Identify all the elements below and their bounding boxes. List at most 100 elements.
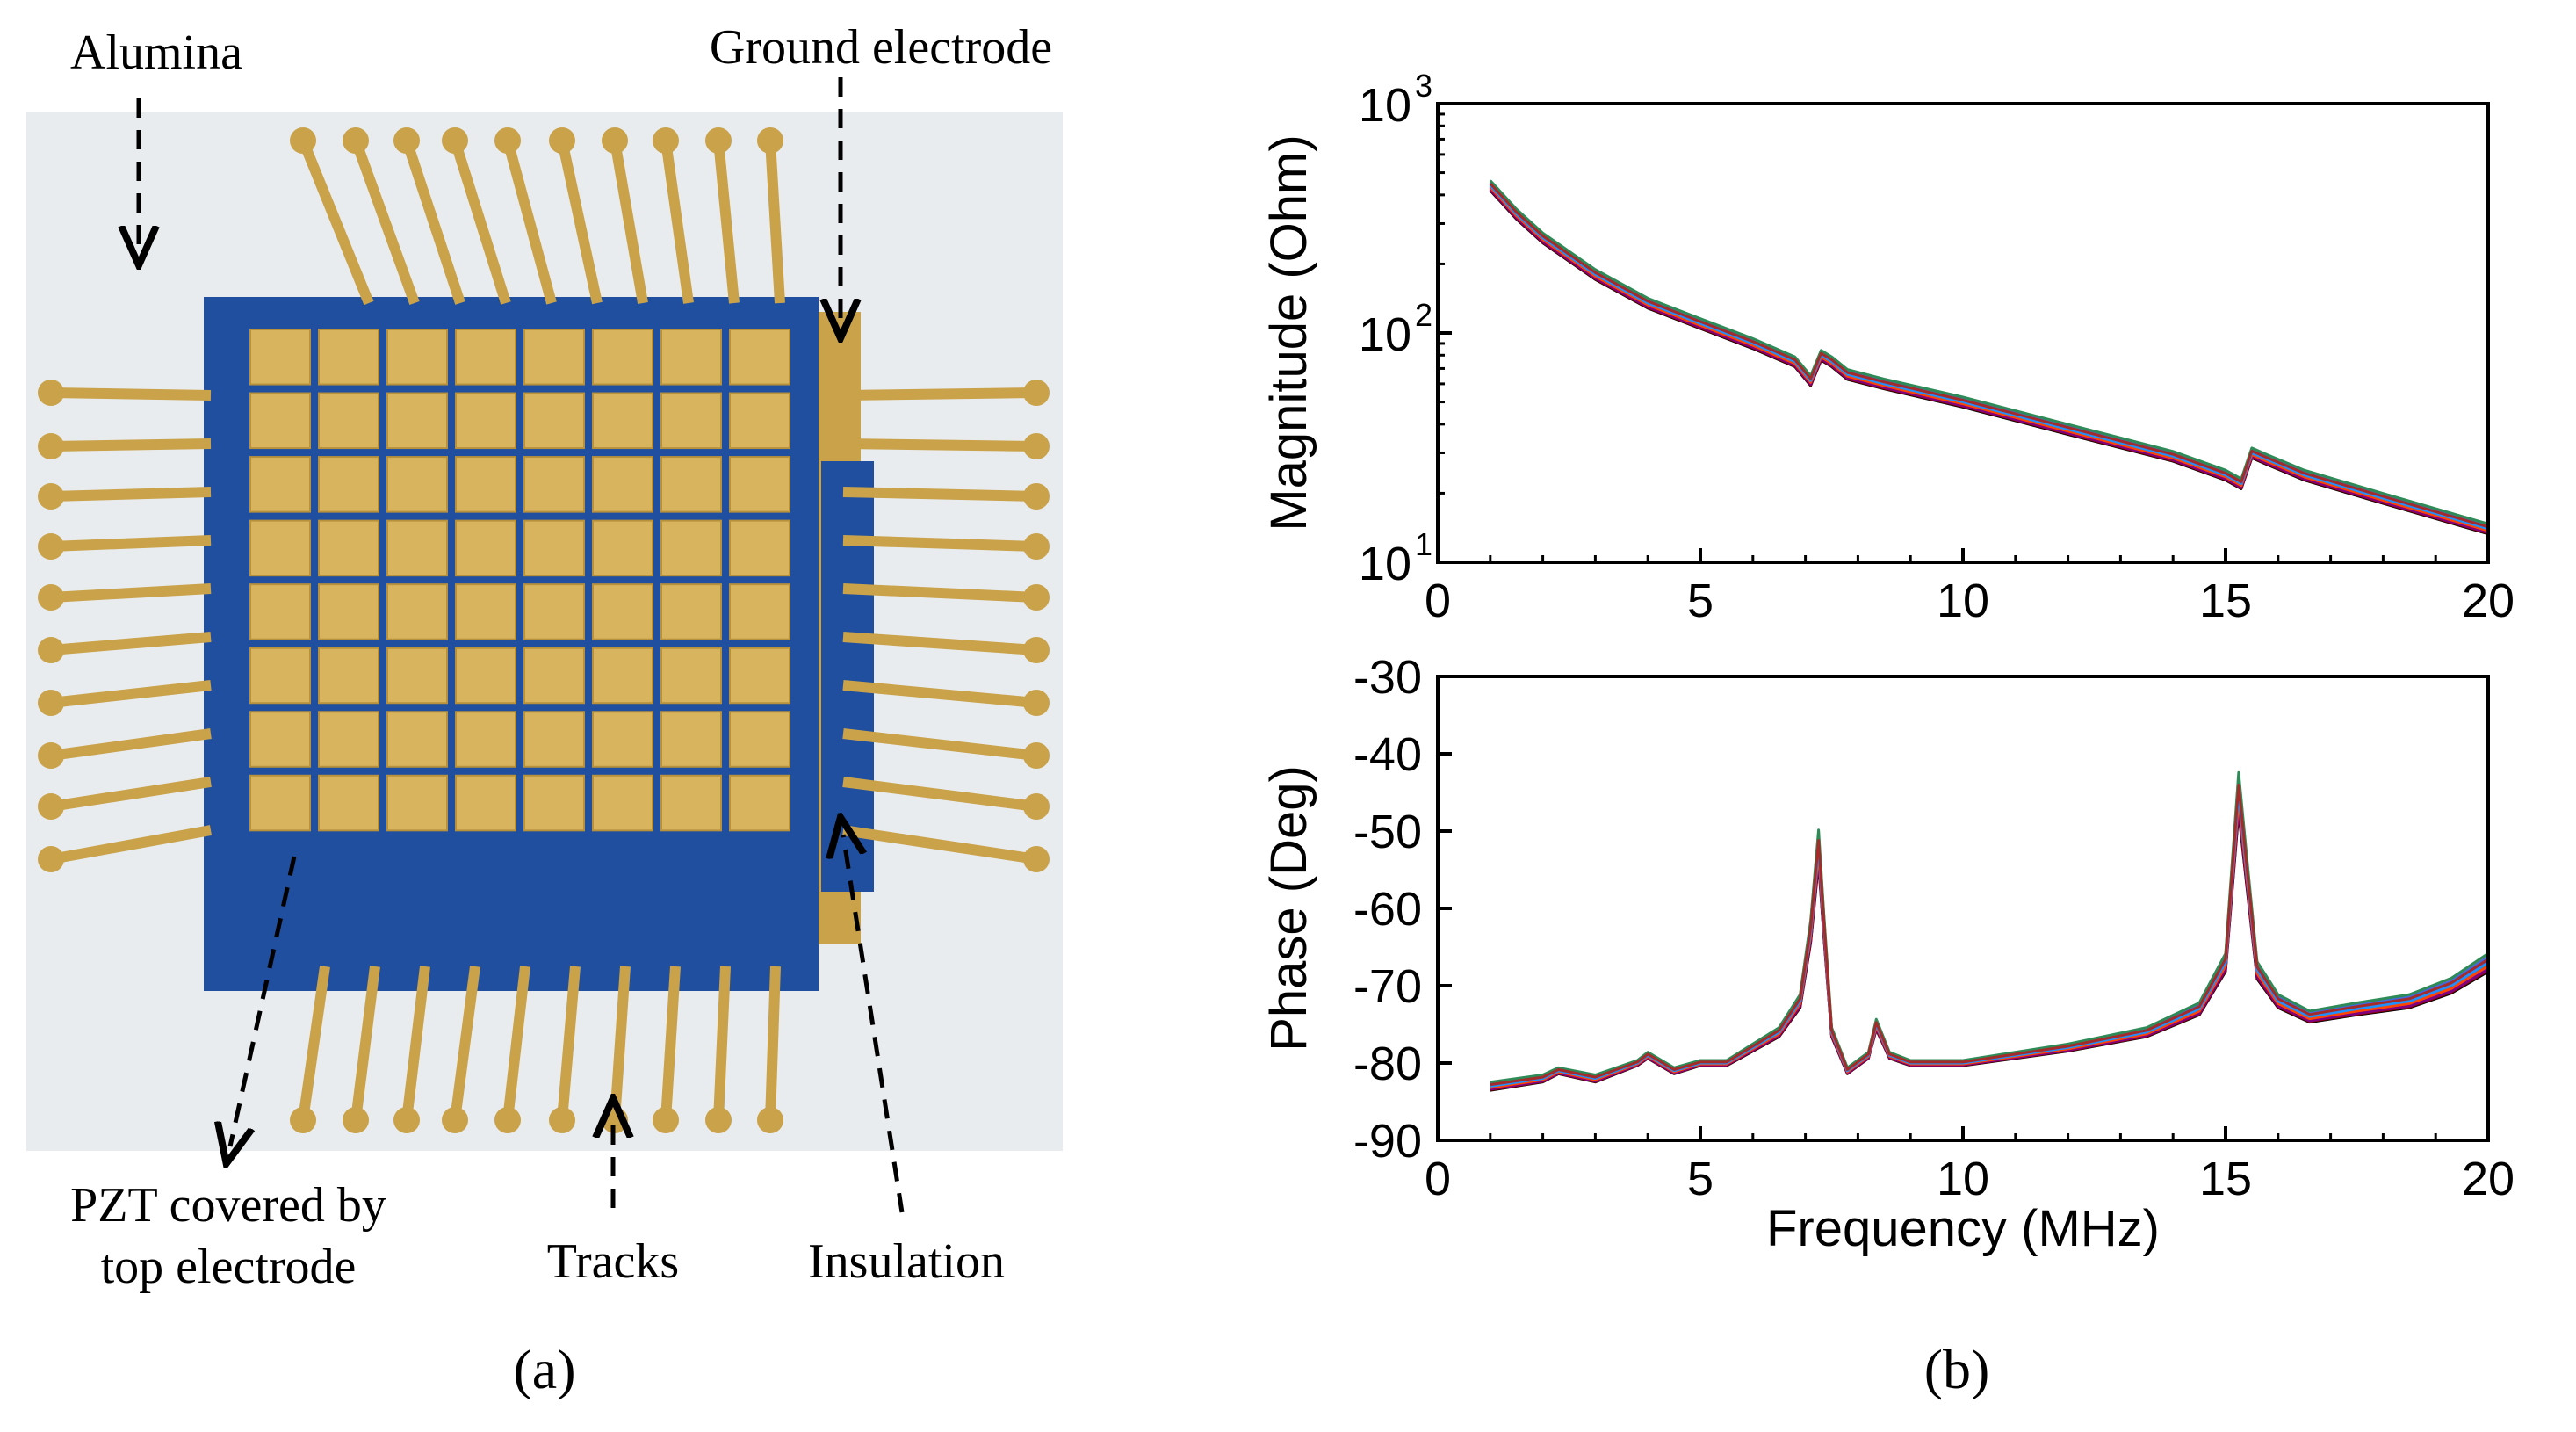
- track-top: [557, 139, 603, 305]
- y-tick-exponent: 1: [1415, 526, 1432, 562]
- series-line: [1489, 182, 2489, 529]
- x-tick-label: 5: [1687, 1153, 1714, 1205]
- bond-pad-left: [38, 380, 64, 406]
- pzt-element: [729, 583, 790, 640]
- bond-pad-left: [38, 483, 64, 510]
- y-axis-label: Magnitude (Ohm): [1260, 134, 1317, 531]
- series-line: [1489, 184, 2489, 531]
- track-right: [842, 583, 1037, 603]
- pzt-element: [729, 456, 790, 513]
- arrow-pzt: [230, 856, 297, 1146]
- bond-pad-bottom: [757, 1107, 783, 1133]
- track-bottom: [765, 966, 781, 1121]
- track-bottom: [401, 966, 430, 1121]
- caption-b: (b): [1924, 1338, 1990, 1400]
- pzt-element: [729, 711, 790, 768]
- bond-pad-right: [1023, 584, 1050, 611]
- x-tick-label: 20: [2462, 1153, 2515, 1205]
- series-line: [1490, 784, 2489, 1087]
- track-bottom: [660, 966, 681, 1121]
- pzt-element: [660, 329, 722, 386]
- series-line: [1489, 179, 2489, 525]
- bond-pad-top: [290, 127, 316, 154]
- x-tick-label: 10: [1937, 575, 1989, 627]
- label-tracks: Tracks: [547, 1234, 679, 1289]
- track-bottom: [298, 966, 330, 1121]
- y-tick-label: -60: [1353, 883, 1422, 936]
- pzt-element: [592, 519, 653, 577]
- pzt-element: [318, 456, 379, 513]
- track-right: [842, 535, 1037, 552]
- track-left: [50, 535, 212, 552]
- pzt-element: [523, 456, 585, 513]
- bond-pad-bottom: [549, 1107, 575, 1133]
- pzt-element: [660, 583, 722, 640]
- pzt-element: [523, 647, 585, 705]
- pzt-element: [386, 647, 448, 705]
- pzt-element: [386, 519, 448, 577]
- pzt-element: [455, 519, 516, 577]
- pzt-element: [318, 711, 379, 768]
- bond-pad-bottom: [494, 1107, 521, 1133]
- pzt-element: [592, 583, 653, 640]
- pzt-element: [386, 583, 448, 640]
- bond-pad-left: [38, 584, 64, 611]
- track-bottom: [350, 966, 380, 1121]
- pzt-element: [455, 774, 516, 832]
- x-tick-label: 15: [2199, 1153, 2252, 1205]
- pzt-element: [729, 519, 790, 577]
- y-tick-label: 10: [1359, 538, 1411, 590]
- pzt-element: [592, 711, 653, 768]
- bond-pad-right: [1023, 533, 1050, 560]
- pzt-element: [523, 711, 585, 768]
- pzt-element: [386, 711, 448, 768]
- pzt-element: [249, 456, 311, 513]
- track-top: [610, 139, 648, 305]
- pzt-element: [318, 774, 379, 832]
- y-tick-label: 10: [1359, 308, 1411, 361]
- y-tick-label: -70: [1353, 960, 1422, 1013]
- series-line: [1489, 186, 2489, 532]
- series-line: [1489, 188, 2489, 534]
- bond-pad-right: [1023, 637, 1050, 663]
- bond-pad-left: [38, 846, 64, 872]
- pzt-element: [660, 519, 722, 577]
- x-tick-label: 15: [2199, 575, 2252, 627]
- phase-chart: 0 5 10 15 20 -30 -40 -50 -60 -70 -80 -90 Phase (Deg)…: [1260, 651, 2515, 1257]
- pzt-element: [249, 329, 311, 386]
- pzt-element: [592, 647, 653, 705]
- pzt-element: [249, 647, 311, 705]
- bond-pad-bottom: [393, 1107, 420, 1133]
- label-pzt-line2: top electrode: [101, 1240, 357, 1294]
- pzt-element: [318, 329, 379, 386]
- x-tick-label: 0: [1425, 1153, 1451, 1205]
- label-alumina: Alumina: [70, 25, 242, 80]
- bond-pad-right: [1023, 742, 1050, 769]
- pzt-element: [592, 329, 653, 386]
- track-top: [660, 140, 694, 304]
- track-right: [842, 438, 1037, 452]
- track-right: [842, 728, 1037, 761]
- x-tick-label: 20: [2462, 575, 2515, 627]
- track-top: [350, 138, 420, 306]
- panel-a-device-photo: Alumina Ground electrode PZT covered by …: [26, 20, 1063, 1400]
- label-pzt-line1: PZT covered by: [70, 1178, 386, 1233]
- bond-pad-bottom: [442, 1107, 468, 1133]
- pzt-element: [455, 392, 516, 450]
- pzt-element: [249, 392, 311, 450]
- bond-pad-bottom: [705, 1107, 732, 1133]
- bond-pad-bottom: [653, 1107, 679, 1133]
- x-tick-label: 0: [1425, 575, 1451, 627]
- caption-a: (a): [513, 1338, 575, 1400]
- track-right: [842, 777, 1037, 812]
- pzt-element: [386, 774, 448, 832]
- pzt-element: [523, 583, 585, 640]
- bond-pad-right: [1023, 483, 1050, 510]
- pzt-element: [523, 392, 585, 450]
- pzt-element: [660, 456, 722, 513]
- bond-pad-right: [1023, 380, 1050, 406]
- track-left: [50, 438, 212, 452]
- pzt-element: [455, 456, 516, 513]
